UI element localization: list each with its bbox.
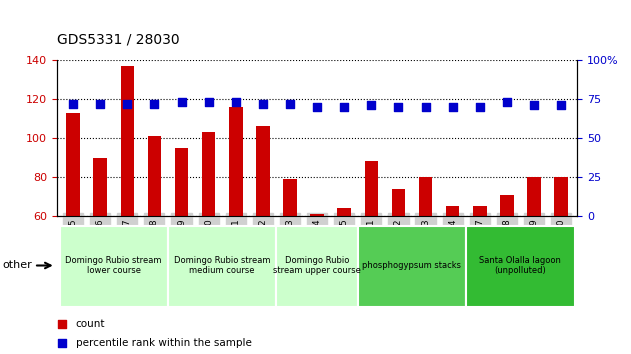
Text: other: other: [3, 261, 33, 270]
Point: [231, 99, 241, 105]
Point: [258, 101, 268, 107]
Bar: [338, 208, 351, 333]
Point: [393, 104, 403, 110]
Point: [57, 341, 68, 346]
Bar: [473, 206, 487, 333]
Text: phosphogypsum stacks: phosphogypsum stacks: [362, 261, 461, 270]
Bar: [528, 177, 541, 333]
Point: [556, 103, 566, 108]
Point: [95, 101, 105, 107]
Bar: [229, 107, 242, 333]
Bar: [256, 126, 269, 333]
Text: Domingo Rubio stream
medium course: Domingo Rubio stream medium course: [174, 256, 271, 275]
Point: [312, 104, 322, 110]
FancyBboxPatch shape: [276, 227, 358, 307]
FancyBboxPatch shape: [358, 227, 466, 307]
Text: Domingo Rubio
stream upper course: Domingo Rubio stream upper course: [273, 256, 361, 275]
Bar: [365, 161, 378, 333]
Bar: [148, 136, 161, 333]
Bar: [202, 132, 215, 333]
Bar: [66, 113, 80, 333]
Point: [420, 104, 430, 110]
Bar: [175, 148, 188, 333]
Bar: [392, 189, 405, 333]
FancyBboxPatch shape: [59, 227, 168, 307]
Bar: [419, 177, 432, 333]
Point: [475, 104, 485, 110]
Point: [339, 104, 349, 110]
Point: [57, 321, 68, 327]
Point: [150, 101, 160, 107]
Bar: [446, 206, 459, 333]
Text: GDS5331 / 28030: GDS5331 / 28030: [57, 32, 179, 46]
Point: [68, 101, 78, 107]
Point: [529, 103, 539, 108]
Point: [122, 101, 133, 107]
Bar: [283, 179, 297, 333]
Text: Domingo Rubio stream
lower course: Domingo Rubio stream lower course: [66, 256, 162, 275]
FancyBboxPatch shape: [466, 227, 575, 307]
Bar: [310, 214, 324, 333]
Point: [447, 104, 457, 110]
Point: [502, 99, 512, 105]
Point: [177, 99, 187, 105]
Bar: [121, 66, 134, 333]
Bar: [500, 195, 514, 333]
Text: Santa Olalla lagoon
(unpolluted): Santa Olalla lagoon (unpolluted): [480, 256, 562, 275]
Text: percentile rank within the sample: percentile rank within the sample: [76, 338, 251, 348]
Point: [366, 103, 376, 108]
Text: count: count: [76, 319, 105, 329]
Bar: [93, 158, 107, 333]
Point: [285, 101, 295, 107]
Point: [204, 99, 214, 105]
FancyBboxPatch shape: [168, 227, 276, 307]
Bar: [554, 177, 568, 333]
